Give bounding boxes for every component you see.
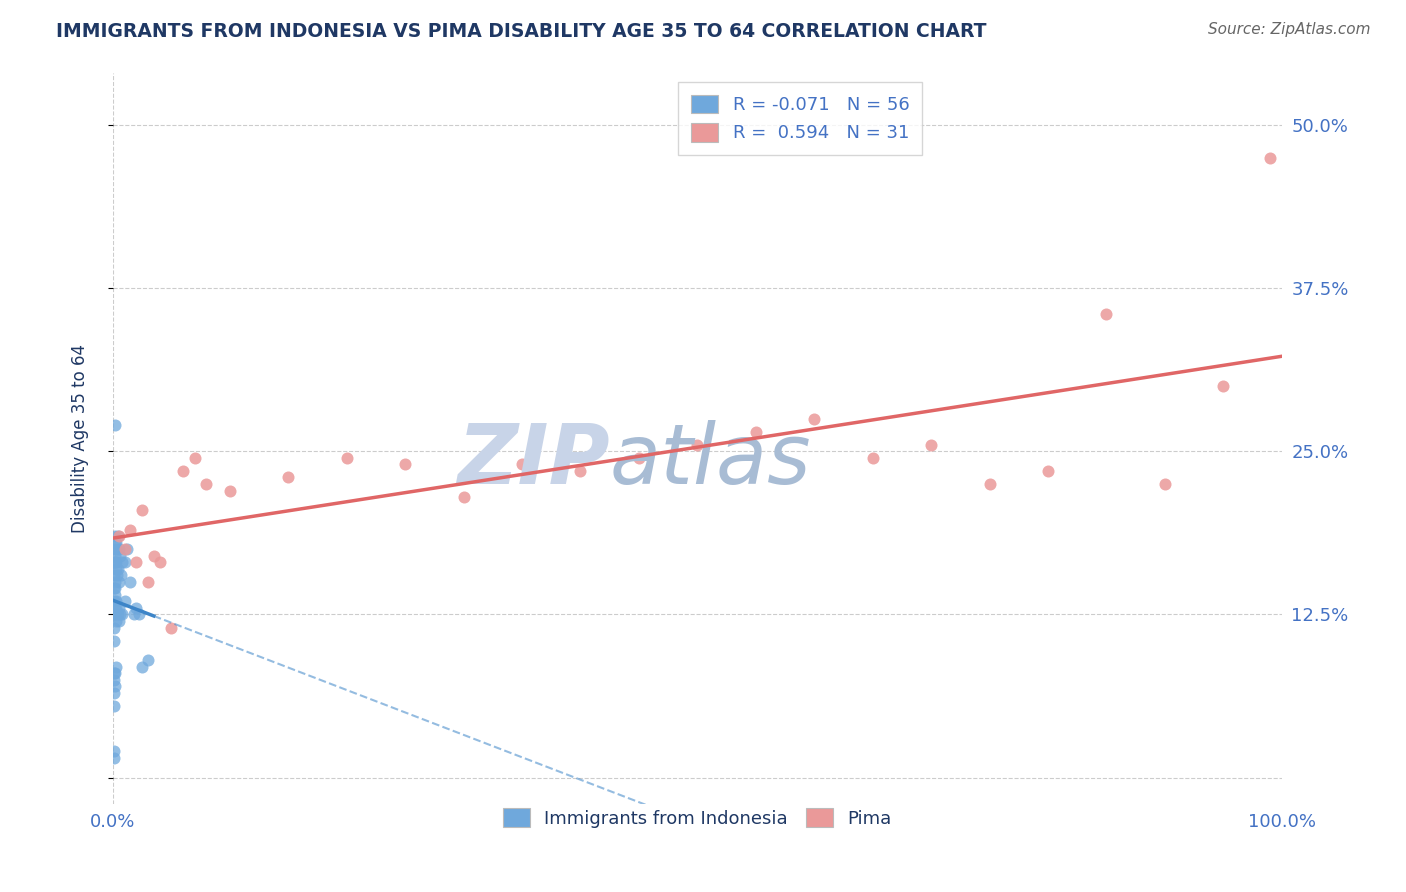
Point — [149, 555, 172, 569]
Point — [183, 450, 205, 465]
Point — [125, 601, 148, 615]
Text: IMMIGRANTS FROM INDONESIA VS PIMA DISABILITY AGE 35 TO 64 CORRELATION CHART: IMMIGRANTS FROM INDONESIA VS PIMA DISABI… — [56, 22, 987, 41]
Point — [136, 574, 159, 589]
Point — [103, 698, 125, 713]
Point — [105, 568, 128, 582]
Point — [107, 542, 129, 557]
Point — [104, 535, 127, 549]
Point — [218, 483, 240, 498]
Point — [136, 653, 159, 667]
Point — [103, 555, 125, 569]
Point — [103, 666, 125, 681]
Point — [104, 679, 127, 693]
Point — [105, 614, 128, 628]
Point — [107, 562, 129, 576]
Point — [104, 529, 127, 543]
Point — [979, 477, 1001, 491]
Point — [394, 458, 416, 472]
Point — [569, 464, 592, 478]
Point — [103, 751, 125, 765]
Point — [131, 659, 153, 673]
Point — [104, 666, 127, 681]
Point — [111, 555, 134, 569]
Point — [103, 673, 125, 687]
Point — [103, 633, 125, 648]
Point — [195, 477, 218, 491]
Point — [104, 562, 127, 576]
Point — [453, 490, 475, 504]
Point — [107, 601, 129, 615]
Point — [108, 607, 131, 622]
Point — [104, 588, 127, 602]
Point — [1036, 464, 1059, 478]
Point — [277, 470, 299, 484]
Point — [104, 582, 127, 596]
Point — [108, 549, 131, 563]
Point — [104, 607, 127, 622]
Point — [1212, 379, 1234, 393]
Point — [160, 620, 183, 634]
Point — [122, 607, 145, 622]
Point — [107, 529, 129, 543]
Point — [510, 458, 533, 472]
Point — [172, 464, 194, 478]
Point — [125, 555, 148, 569]
Point — [1095, 307, 1118, 321]
Point — [105, 555, 128, 569]
Point — [103, 582, 125, 596]
Point — [745, 425, 768, 439]
Point — [104, 542, 127, 557]
Point — [920, 438, 942, 452]
Point — [107, 574, 129, 589]
Point — [114, 555, 136, 569]
Point — [107, 529, 129, 543]
Point — [104, 601, 127, 615]
Point — [862, 450, 884, 465]
Point — [1258, 151, 1281, 165]
Point — [104, 418, 127, 433]
Point — [336, 450, 359, 465]
Point — [105, 659, 128, 673]
Point — [120, 523, 142, 537]
Point — [103, 744, 125, 758]
Point — [115, 542, 138, 557]
Point — [103, 620, 125, 634]
Point — [105, 594, 128, 608]
Point — [686, 438, 709, 452]
Point — [128, 607, 150, 622]
Point — [104, 549, 127, 563]
Point — [627, 450, 650, 465]
Text: atlas: atlas — [610, 420, 811, 500]
Point — [103, 568, 125, 582]
Point — [114, 594, 136, 608]
Point — [114, 542, 136, 557]
Point — [107, 614, 129, 628]
Legend: Immigrants from Indonesia, Pima: Immigrants from Indonesia, Pima — [495, 801, 898, 835]
Point — [110, 568, 132, 582]
Point — [104, 574, 127, 589]
Point — [103, 607, 125, 622]
Text: ZIP: ZIP — [457, 420, 610, 500]
Point — [142, 549, 165, 563]
Point — [104, 555, 127, 569]
Point — [107, 607, 129, 622]
Point — [803, 411, 825, 425]
Point — [103, 542, 125, 557]
Point — [104, 601, 127, 615]
Point — [103, 594, 125, 608]
Y-axis label: Disability Age 35 to 64: Disability Age 35 to 64 — [72, 343, 89, 533]
Text: Source: ZipAtlas.com: Source: ZipAtlas.com — [1208, 22, 1371, 37]
Point — [120, 574, 142, 589]
Point — [131, 503, 153, 517]
Point — [111, 607, 134, 622]
Point — [103, 686, 125, 700]
Point — [105, 535, 128, 549]
Point — [1153, 477, 1175, 491]
